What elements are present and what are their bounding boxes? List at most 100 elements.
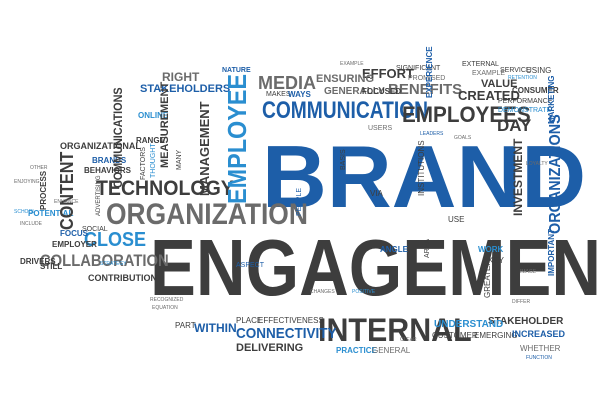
word-loyalty: LOYALTY bbox=[526, 161, 548, 167]
word-aspect: ASPECT bbox=[236, 262, 265, 269]
word-recognized: RECOGNIZED bbox=[150, 297, 184, 303]
word-technology: TECHNOLOGY bbox=[96, 177, 234, 200]
word-use: USE bbox=[448, 215, 465, 224]
word-strategy: STRATEGY bbox=[100, 261, 127, 267]
word-process: PROCESS bbox=[39, 170, 48, 210]
word-consumer: CONSUMER bbox=[512, 86, 559, 95]
word-work: WORK bbox=[478, 245, 504, 254]
word-other: OTHER bbox=[30, 165, 48, 171]
word-image: IMAGE bbox=[520, 269, 537, 275]
word-performance: PERFORMANCE bbox=[498, 98, 553, 105]
word-online: ONLINE bbox=[138, 111, 169, 120]
word-behaviors: BEHAVIORS bbox=[84, 166, 131, 175]
word-value: VALUE bbox=[481, 78, 518, 90]
word-day: DAY bbox=[497, 116, 532, 135]
word-equation: EQUATION bbox=[152, 305, 178, 311]
word-important: IMPORTANT bbox=[547, 229, 556, 276]
word-goals: GOALS bbox=[454, 135, 472, 141]
word-institutions: INSTITUTIONS bbox=[417, 140, 426, 196]
word-effectiveness: EFFECTIVENESS bbox=[258, 316, 324, 325]
word-changes: CHANGES bbox=[310, 289, 335, 295]
word-angle: ANGLE bbox=[380, 245, 408, 254]
word-marketing: MARKETING bbox=[547, 75, 556, 124]
word-example-2: EXAMPLE bbox=[340, 61, 364, 67]
word-service: SERVICE bbox=[500, 67, 531, 74]
word-positive: POSITIVE bbox=[352, 289, 376, 295]
word-organizations: ORGANIZATIONS bbox=[547, 114, 564, 234]
word-management: MANAGEMENT bbox=[197, 101, 212, 196]
word-understand: UNDERSTAND bbox=[434, 319, 504, 330]
word-nature: NATURE bbox=[222, 67, 251, 74]
word-investment: INVESTMENT bbox=[511, 138, 525, 216]
word-practice: PRACTICE bbox=[336, 346, 377, 355]
word-experience: EXPERIENCE bbox=[425, 46, 434, 98]
word-makes: MAKES bbox=[266, 91, 291, 98]
word-brands: BRANDS bbox=[92, 156, 127, 165]
word-still: STILL bbox=[40, 262, 63, 271]
word-effort: EFFORT bbox=[362, 66, 414, 81]
word-stakeholder: STAKEHOLDER bbox=[488, 316, 564, 327]
word-people: PEOPLE bbox=[296, 187, 303, 216]
word-collaboration: COLLABORATION bbox=[40, 251, 169, 270]
word-drivers: DRIVERS bbox=[20, 257, 56, 266]
word-differ: DIFFER bbox=[512, 299, 531, 305]
word-general: GENERAL bbox=[372, 346, 411, 355]
word-example: EXAMPLE bbox=[472, 70, 506, 77]
word-emerging: EMERGING bbox=[474, 331, 518, 340]
word-advertising: ADVERTISING bbox=[96, 175, 102, 216]
word-retention: RETENTION bbox=[508, 75, 537, 81]
word-social: SOCIAL bbox=[82, 226, 108, 233]
word-function: FUNCTION bbox=[526, 355, 552, 361]
word-generally: GENERALLY bbox=[324, 86, 385, 97]
word-clear: CLEAR bbox=[400, 337, 417, 343]
word-focus: FOCUS bbox=[60, 229, 88, 238]
word-greater: GREATER bbox=[483, 259, 492, 298]
word-increased: INCREASED bbox=[512, 329, 566, 339]
word-brand: BRAND bbox=[262, 127, 587, 226]
word-right: RIGHT bbox=[162, 70, 200, 84]
word-ensuring: ENSURING bbox=[316, 73, 375, 85]
word-measurement: MEASUREMENT bbox=[159, 81, 171, 168]
word-customer: CUSTOMER bbox=[432, 331, 478, 340]
word-communication: COMMUNICATION bbox=[262, 97, 429, 124]
word-communications: COMMUNICATIONS bbox=[111, 87, 125, 188]
word-engagement: ENGAGEMENT bbox=[150, 223, 600, 312]
word-range: RANGE bbox=[136, 136, 165, 145]
word-organization: ORGANIZATION bbox=[106, 198, 308, 231]
word-employees: EMPLOYEES bbox=[402, 102, 531, 127]
word-media: MEDIA bbox=[258, 73, 316, 93]
word-content: CONTENT bbox=[57, 151, 77, 230]
word-stakeholders: STAKEHOLDERS bbox=[140, 83, 231, 95]
word-internal: INTERNAL bbox=[318, 312, 472, 348]
word-within: WITHIN bbox=[194, 321, 237, 335]
word-thought: THOUGHT bbox=[150, 143, 157, 178]
word-focused: FOCUSED bbox=[362, 87, 402, 96]
word-factors: FACTORS bbox=[140, 147, 147, 180]
word-contribution: CONTRIBUTION bbox=[88, 273, 157, 283]
word-organizational: ORGANIZATIONAL bbox=[60, 141, 141, 151]
word-whether: WHETHER bbox=[520, 344, 561, 353]
word-basis: BASIS bbox=[340, 149, 347, 170]
word-via: VIA bbox=[370, 189, 383, 198]
word-users: USERS bbox=[368, 125, 393, 132]
word-promised: PROMISED bbox=[408, 75, 446, 82]
word-close: CLOSE bbox=[84, 229, 147, 251]
word-created: CREATED bbox=[458, 88, 520, 103]
word-potential: POTENTIAL bbox=[28, 209, 74, 218]
word-school: SCHOOL bbox=[14, 209, 36, 215]
word-many: MANY bbox=[176, 149, 183, 170]
word-significant: SIGNIFICANT bbox=[396, 65, 441, 72]
word-external: EXTERNAL bbox=[462, 61, 499, 68]
word-area: AREA bbox=[424, 238, 431, 258]
word-demonstrate: DEMONSTRATE bbox=[498, 107, 552, 114]
word-key: KEY bbox=[488, 256, 505, 265]
word-employee: EMPLOYEE bbox=[222, 73, 252, 204]
word-include: INCLUDE bbox=[20, 221, 42, 227]
word-enhance: ENHANCE bbox=[54, 199, 79, 205]
word-delivering: DELIVERING bbox=[236, 342, 304, 354]
word-ways: WAYS bbox=[288, 90, 311, 99]
word-using: USING bbox=[526, 66, 552, 75]
word-part: PART bbox=[175, 321, 196, 330]
word-place: PLACE bbox=[236, 316, 263, 325]
